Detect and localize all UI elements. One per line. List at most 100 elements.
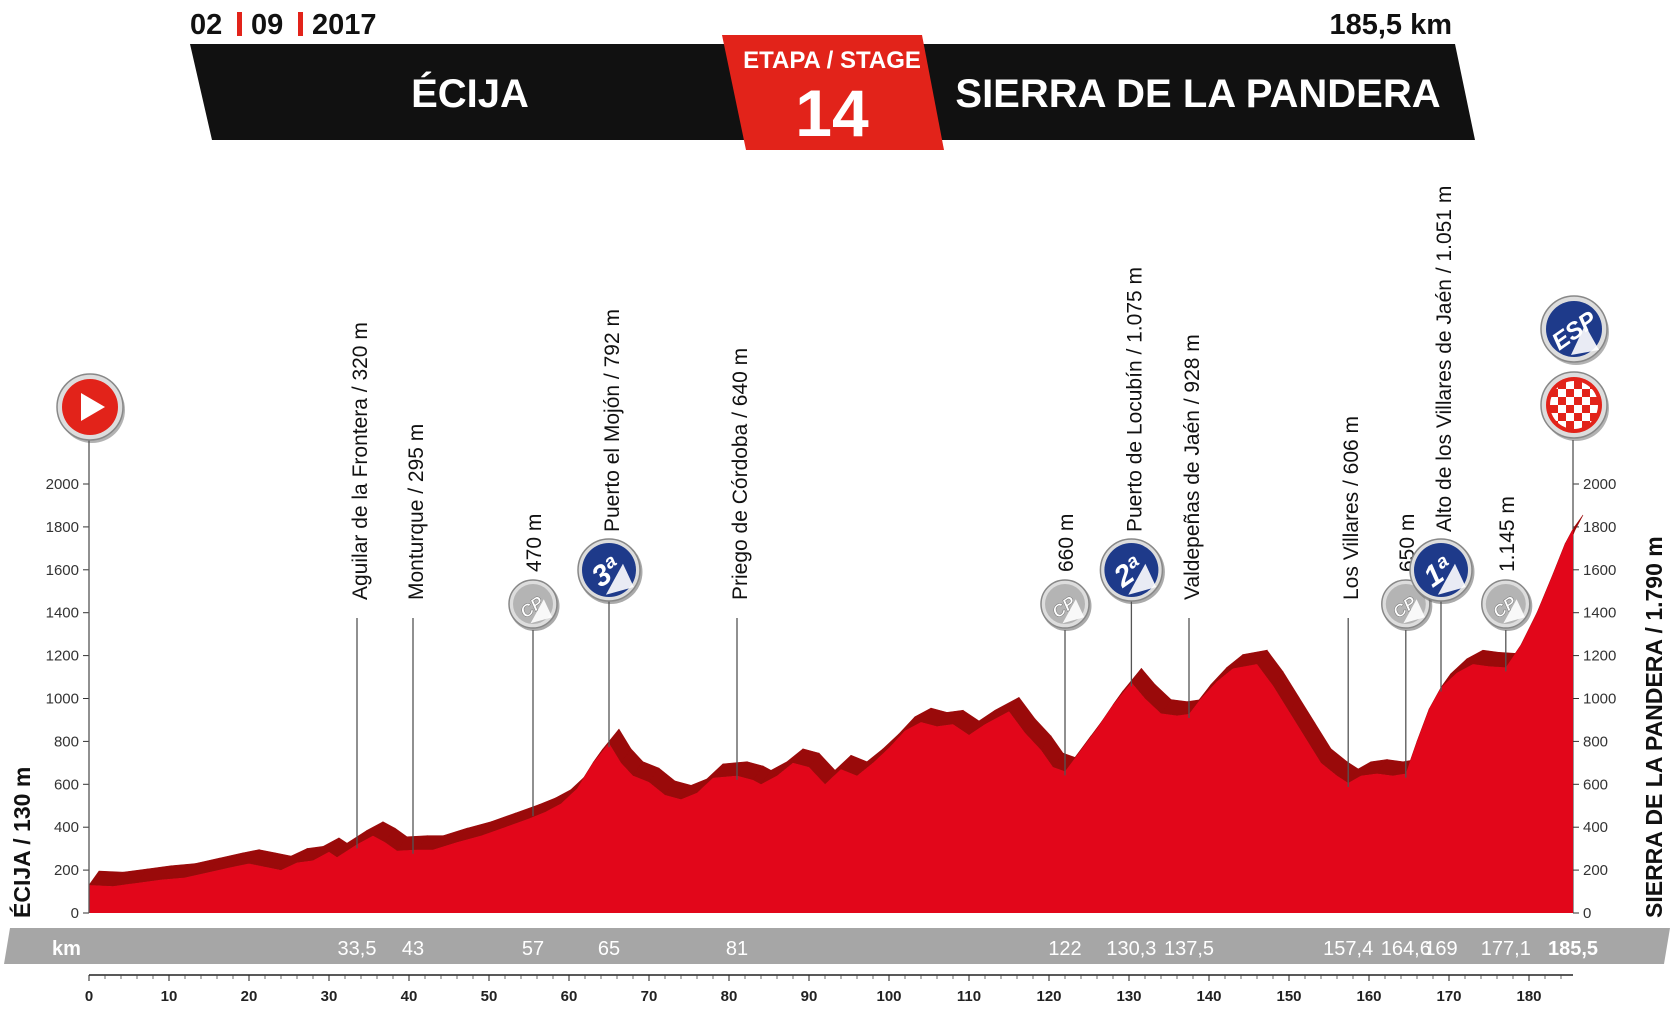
waypoint-km-label: 164,6 [1381,938,1431,960]
date-year: 2017 [312,9,377,41]
right-y-tick-label: 800 [1583,733,1608,750]
right-y-tick-label: 0 [1583,905,1591,922]
header: 02 09 2017 185,5 km ÉCIJA SIERRA DE LA P… [190,9,1475,150]
right-y-tick-label: 1200 [1583,648,1616,665]
right-y-axis: 0 200 400 600 800 1000 1200 1400 1600 1800 2000 [1572,444,1616,922]
waypoint-km-label: 33,5 [338,938,377,960]
waypoint-label: Puerto el Mojón / 792 m [601,309,624,532]
esp-badge-icon: ESP [1540,295,1609,365]
x-tick-label: 80 [721,988,738,1005]
cp-badge-icon: CP [508,579,560,631]
profile-layer [88,514,1584,913]
left-y-tick-label: 1600 [46,562,79,579]
date-separator-1 [237,12,242,36]
waypoint-marker: Priego de Córdoba / 640 m [729,348,752,780]
waypoint-label: Los Villares / 606 m [1340,416,1363,600]
x-tick-label: 40 [401,988,418,1005]
waypoint-km-label: 185,5 [1548,938,1598,960]
x-tick-label: 50 [481,988,498,1005]
waypoint-label: Aguilar de la Frontera / 320 m [349,322,372,600]
waypoint-label: Valdepeñas de Jaén / 928 m [1181,334,1204,600]
waypoint-marker: 2ª Puerto de Locubín / 1.075 m [1099,267,1165,687]
waypoint-marker: Los Villares / 606 m [1340,416,1363,788]
finish-banner [920,44,1475,140]
waypoint-marker: Valdepeñas de Jaén / 928 m [1181,334,1204,718]
waypoint-label: Puerto de Locubín / 1.075 m [1123,267,1146,532]
x-tick-label: 60 [561,988,578,1005]
km-band-label: km [52,938,81,960]
left-y-axis: 0 200 400 600 800 1000 1200 1400 1600 1800 2000 [46,444,90,922]
cat-badge-icon: 1ª [1409,538,1475,604]
waypoint-label: Alto de los Villares de Jaén / 1.051 m [1433,186,1456,532]
x-tick-label: 0 [85,988,93,1005]
right-y-tick-label: 2000 [1583,476,1616,493]
x-tick-label: 180 [1516,988,1541,1005]
start-finish-layer: ESP [56,295,1609,913]
right-axis-label: SIERRA DE LA PANDERA / 1.790 m [1641,536,1667,918]
right-y-tick-label: 600 [1583,776,1608,793]
x-tick-label: 160 [1356,988,1381,1005]
right-y-tick-label: 400 [1583,819,1608,836]
finish-town: SIERRA DE LA PANDERA [955,72,1440,116]
waypoint-km-label: 157,4 [1323,938,1373,960]
x-axis: 0 10 20 30 40 50 60 70 80 90 100 110 120 130 140 150 160… [85,975,1562,1005]
waypoint-km-label: 81 [726,938,748,960]
waypoint-km-label: 43 [402,938,424,960]
stage-distance: 185,5 km [1329,9,1452,41]
x-tick-label: 70 [641,988,658,1005]
right-y-tick-label: 1400 [1583,605,1616,622]
waypoint-marker: Aguilar de la Frontera / 320 m [349,322,372,849]
left-y-tick-label: 1800 [46,519,79,536]
elevation-profile-area [89,529,1573,913]
waypoint-km-label: 122 [1048,938,1081,960]
waypoint-km-label: 57 [522,938,544,960]
left-axis-label: ÉCIJA / 130 m [8,767,35,918]
waypoint-km-label: 169 [1424,938,1457,960]
finish-checkered-icon [1540,371,1609,441]
waypoint-label: 660 m [1055,514,1078,572]
right-y-tick-label: 1600 [1583,562,1616,579]
waypoint-marker: 1ª Alto de los Villares de Jaén / 1.051 m [1409,186,1475,692]
waypoint-km-label: 65 [598,938,620,960]
stage-box [722,35,944,150]
x-tick-label: 140 [1196,988,1221,1005]
waypoint-marker: Monturque / 295 m [405,424,428,854]
right-y-tick-label: 200 [1583,862,1608,879]
x-tick-label: 20 [241,988,258,1005]
left-y-tick-label: 600 [54,776,79,793]
waypoint-km-label: 177,1 [1481,938,1531,960]
cat-badge-icon: 3ª [577,538,643,604]
cp-badge-icon: CP [1481,579,1533,631]
left-y-tick-label: 200 [54,862,79,879]
waypoint-label: Priego de Córdoba / 640 m [729,348,752,600]
right-y-tick-label: 1000 [1583,691,1616,708]
left-y-tick-label: 400 [54,819,79,836]
waypoint-km-label: 130,3 [1106,938,1156,960]
x-tick-label: 110 [957,988,981,1005]
cat-badge-icon: 2ª [1099,538,1165,604]
stage-label: ETAPA / STAGE [743,47,921,74]
km-band [4,928,1670,964]
left-y-tick-label: 800 [54,733,79,750]
x-tick-label: 120 [1036,988,1061,1005]
waypoint-layer: Aguilar de la Frontera / 320 m Monturque … [349,186,1533,854]
x-tick-label: 150 [1276,988,1301,1005]
waypoint-km-label: 137,5 [1164,938,1214,960]
waypoint-marker: 3ª Puerto el Mojón / 792 m [577,309,643,748]
x-tick-label: 30 [321,988,338,1005]
left-y-tick-label: 0 [71,905,79,922]
start-banner [190,44,745,140]
left-y-tick-label: 1400 [46,605,79,622]
x-tick-label: 170 [1436,988,1461,1005]
left-y-tick-label: 2000 [46,476,79,493]
x-tick-label: 10 [161,988,178,1005]
waypoint-marker: CP 470 m [508,514,560,817]
x-tick-label: 130 [1116,988,1141,1005]
x-tick-label: 100 [876,988,901,1005]
waypoint-label: 1.145 m [1496,496,1519,572]
waypoint-label: 470 m [523,514,546,572]
left-y-tick-label: 1000 [46,691,79,708]
left-y-tick-label: 1200 [46,648,79,665]
